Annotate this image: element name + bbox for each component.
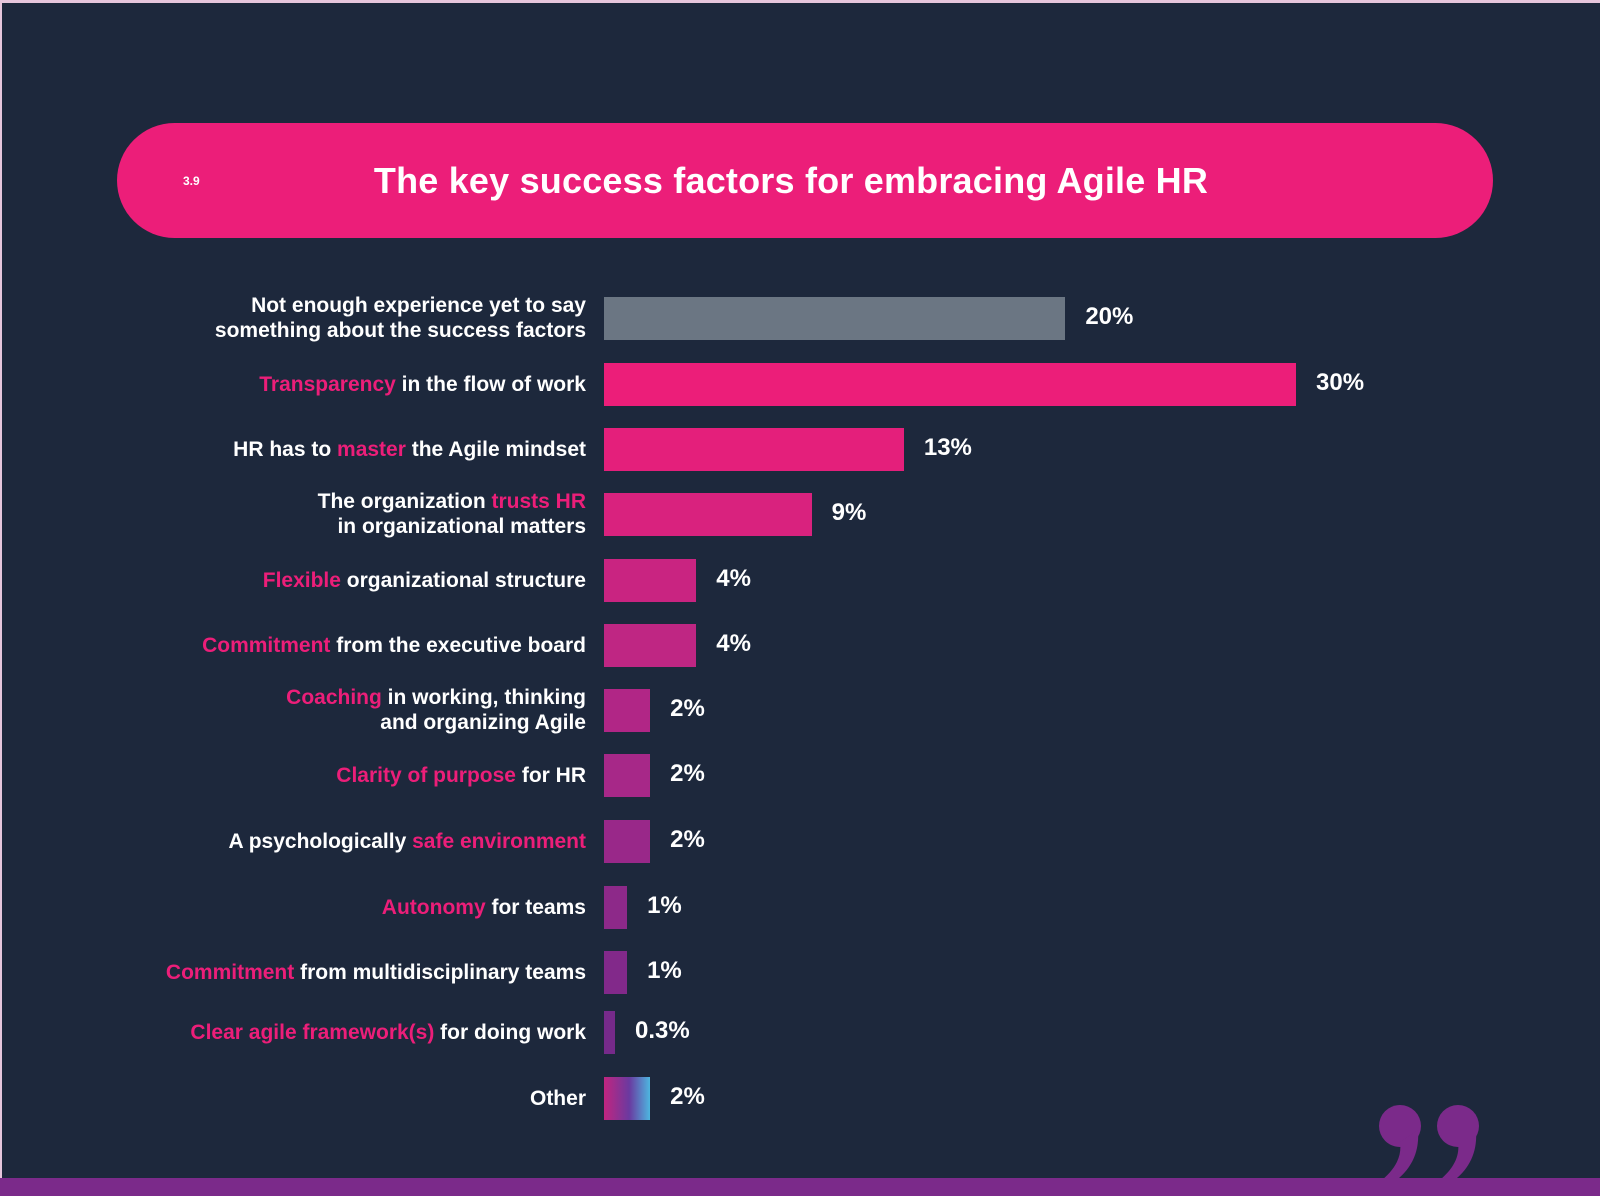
bar-value-label: 9%: [831, 499, 867, 526]
top-border: [0, 0, 1600, 3]
bar-value-label: 30%: [1316, 369, 1365, 396]
bar: [604, 688, 651, 732]
bar-value-label: 13%: [923, 434, 972, 461]
bottom-band: [0, 1178, 1600, 1196]
chart-title: The key success factors for embracing Ag…: [373, 160, 1209, 201]
bar-value-label: 2%: [670, 760, 705, 787]
bar: [604, 296, 1066, 340]
bar-label: Autonomy for teams: [381, 895, 586, 919]
closing-quote-icon: [1379, 1105, 1479, 1186]
left-border: [0, 0, 2, 1196]
bar-label: Commitment from the executive board: [202, 633, 586, 657]
bar-label: Commitment from multidisciplinary teams: [165, 960, 586, 984]
bar-label: A psychologically safe environment: [228, 829, 587, 853]
bar: [604, 819, 651, 863]
bar-value-label: 20%: [1085, 303, 1134, 330]
bar: [604, 492, 812, 536]
title-banner: [117, 123, 1493, 238]
bar-value-label: 0.3%: [635, 1017, 690, 1044]
bar-value-label: 2%: [670, 826, 705, 853]
bar: [604, 362, 1296, 406]
bar-label: Clarity of purpose for HR: [336, 763, 586, 787]
bar-label: Clear agile framework(s) for doing work: [190, 1020, 586, 1044]
bar: [604, 753, 651, 797]
bar-value-label: 4%: [716, 630, 751, 657]
bar-label: Not enough experience yet to say somethin…: [214, 294, 586, 342]
bar-value-label: 4%: [716, 565, 751, 592]
bar: [604, 427, 904, 471]
bar-label: Coaching in working, thinking and organiz…: [286, 686, 586, 734]
bar-label: Other: [529, 1086, 586, 1110]
bar: [604, 623, 697, 667]
bar: [604, 885, 628, 929]
bar: [604, 1010, 615, 1054]
bar-label: The organization trusts HR in organizatio…: [317, 490, 586, 538]
bar-label: Flexible organizational structure: [262, 568, 586, 592]
bar-value-label: 1%: [647, 957, 682, 984]
bar: [604, 950, 628, 994]
bar-label: HR has to master the Agile mindset: [233, 437, 586, 461]
bar-value-label: 1%: [647, 892, 682, 919]
bar-label: Transparency in the flow of work: [259, 372, 586, 396]
bar-value-label: 2%: [670, 695, 705, 722]
bar: [604, 558, 697, 602]
bar: [604, 1076, 651, 1120]
bar-value-label: 2%: [670, 1083, 705, 1110]
section-number: 3.9: [183, 174, 200, 188]
